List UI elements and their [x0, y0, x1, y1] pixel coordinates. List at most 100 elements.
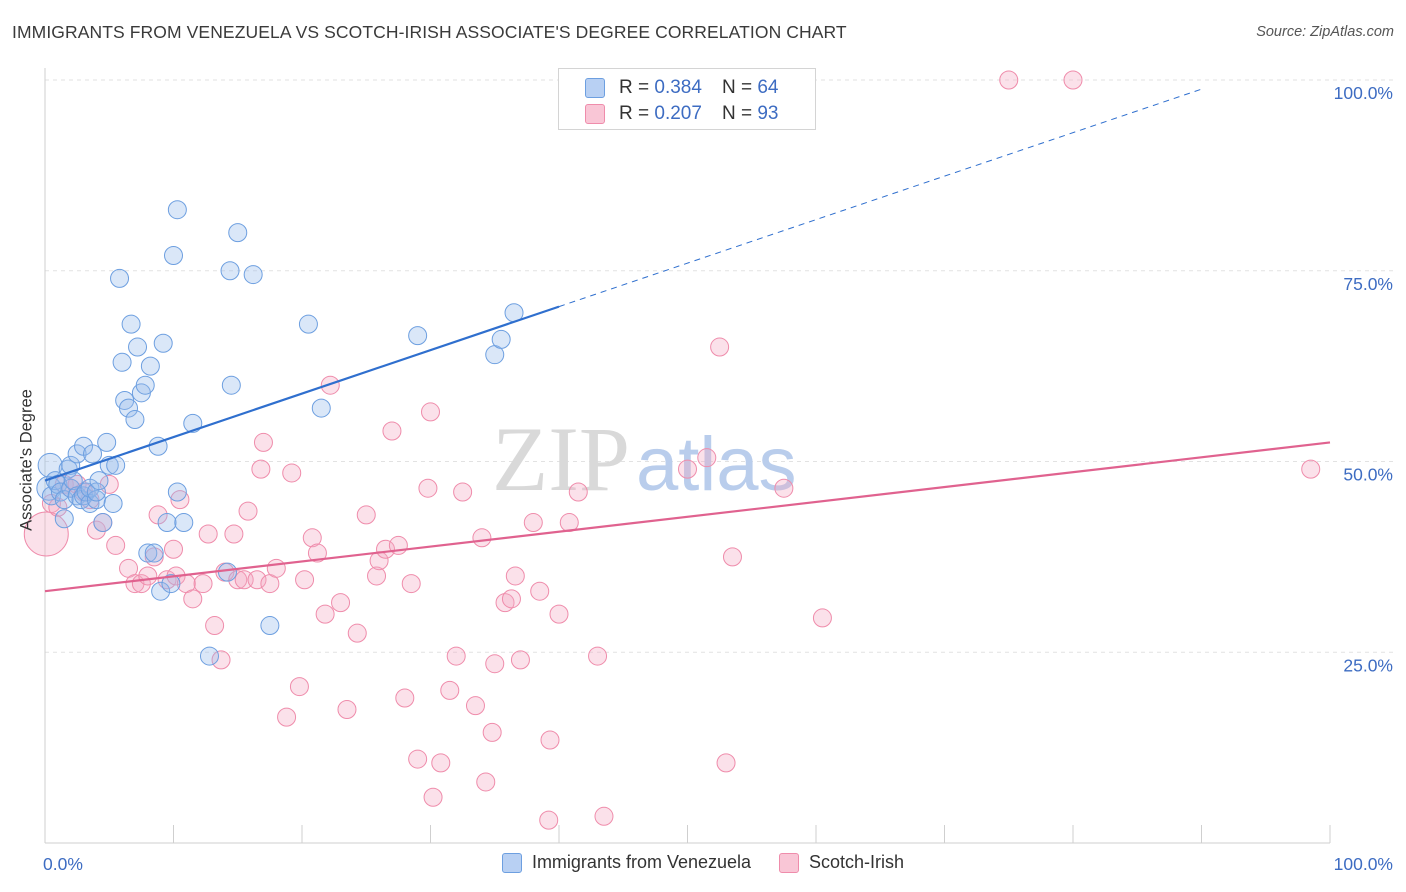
point-venezuela	[167, 200, 187, 220]
point-scotch-irish	[440, 680, 460, 700]
point-scotch-irish	[86, 520, 106, 540]
point-scotch-irish	[193, 574, 213, 594]
point-scotch-irish	[523, 513, 543, 533]
point-venezuela	[121, 314, 141, 334]
point-venezuela	[228, 223, 248, 243]
point-scotch-irish	[421, 402, 440, 422]
point-scotch-irish	[431, 753, 451, 773]
point-venezuela	[128, 337, 148, 357]
point-scotch-irish	[320, 375, 340, 395]
point-venezuela	[83, 444, 103, 464]
point-scotch-irish	[138, 566, 158, 586]
point-scotch-irish	[198, 524, 218, 544]
point-scotch-irish	[1063, 70, 1083, 90]
point-venezuela	[97, 432, 117, 452]
point-scotch-irish	[228, 570, 248, 590]
point-scotch-irish	[678, 459, 697, 479]
series-legend: Immigrants from Venezuela Scotch-Irish	[0, 852, 1406, 873]
trend-scotch-irish	[44, 441, 1331, 593]
point-scotch-irish	[253, 432, 273, 452]
watermark-atlas: atlas	[636, 422, 797, 507]
point-scotch-irish	[315, 604, 335, 624]
trend-venezuela-extension	[558, 88, 1202, 308]
point-venezuela	[144, 543, 164, 563]
watermark-zip: ZIP	[492, 408, 630, 510]
point-scotch-irish	[302, 528, 322, 548]
watermark: ZIP atlas	[492, 408, 797, 510]
point-scotch-irish	[485, 654, 505, 674]
point-scotch-irish	[510, 650, 530, 670]
point-scotch-irish	[367, 566, 387, 586]
point-scotch-irish	[224, 524, 244, 544]
point-scotch-irish	[568, 482, 588, 502]
point-venezuela	[243, 265, 263, 285]
grid-lines	[45, 79, 1393, 653]
point-scotch-irish	[337, 699, 357, 719]
legend-row-scotch-irish: R = 0.207 N = 93	[585, 103, 778, 125]
point-scotch-irish	[501, 589, 521, 609]
point-scotch-irish	[382, 421, 402, 441]
point-scotch-irish	[23, 511, 69, 557]
x-tick-label: 0.0%	[43, 854, 83, 874]
point-venezuela	[408, 326, 428, 346]
point-scotch-irish	[164, 539, 183, 559]
series-venezuela-points	[36, 200, 524, 666]
point-scotch-irish	[453, 482, 473, 502]
point-scotch-irish	[277, 707, 297, 727]
legend-label-venezuela: Immigrants from Venezuela	[531, 852, 752, 872]
axes	[44, 68, 1331, 844]
point-scotch-irish	[594, 806, 614, 826]
point-scotch-irish	[211, 650, 231, 670]
point-scotch-irish	[812, 608, 832, 628]
point-scotch-irish	[266, 558, 286, 578]
point-venezuela	[110, 268, 130, 288]
point-scotch-irish	[331, 593, 351, 613]
point-venezuela	[199, 646, 219, 666]
point-venezuela	[298, 314, 318, 334]
point-scotch-irish	[376, 539, 396, 559]
point-scotch-irish	[539, 810, 559, 830]
point-venezuela	[54, 509, 74, 529]
legend-n-value: 93	[757, 103, 779, 124]
point-scotch-irish	[423, 787, 443, 807]
legend-r-label: R =	[619, 77, 650, 98]
legend-item-scotch-irish: Scotch-Irish	[779, 852, 904, 873]
legend-item-venezuela: Immigrants from Venezuela	[501, 852, 752, 873]
point-venezuela	[135, 375, 155, 395]
point-scotch-irish	[307, 543, 327, 563]
point-scotch-irish	[722, 547, 742, 567]
point-scotch-irish	[356, 505, 376, 525]
legend-swatch-blue	[501, 852, 522, 873]
point-scotch-irish	[395, 688, 415, 708]
point-venezuela	[151, 581, 171, 601]
legend-label-scotch-irish: Scotch-Irish	[809, 852, 905, 872]
point-scotch-irish	[472, 528, 492, 548]
point-venezuela	[217, 562, 237, 582]
point-venezuela	[167, 482, 187, 502]
point-scotch-irish	[710, 337, 730, 357]
point-scotch-irish	[774, 478, 794, 498]
point-venezuela	[221, 375, 241, 395]
trend-venezuela	[44, 305, 560, 482]
point-scotch-irish	[238, 501, 258, 521]
point-scotch-irish	[697, 448, 717, 468]
point-scotch-irish	[716, 753, 736, 773]
point-scotch-irish	[465, 696, 485, 716]
point-scotch-irish	[205, 616, 225, 636]
point-scotch-irish	[347, 623, 367, 643]
point-scotch-irish	[530, 581, 550, 601]
point-venezuela	[157, 513, 177, 533]
source-label: Source: ZipAtlas.com	[1256, 24, 1394, 40]
legend-r-value: 0.207	[654, 103, 702, 124]
point-venezuela	[89, 471, 109, 491]
legend-n-label: N =	[721, 77, 753, 98]
point-scotch-irish	[170, 490, 190, 510]
point-venezuela	[112, 352, 132, 372]
legend-swatch-blue	[585, 78, 605, 98]
stats-legend: R = 0.384 N = 64 R = 0.207 N = 93	[558, 68, 816, 130]
point-scotch-irish	[183, 589, 203, 609]
point-venezuela	[86, 482, 106, 502]
y-tick-label: 25.0%	[1343, 655, 1393, 675]
point-scotch-irish	[999, 70, 1019, 90]
